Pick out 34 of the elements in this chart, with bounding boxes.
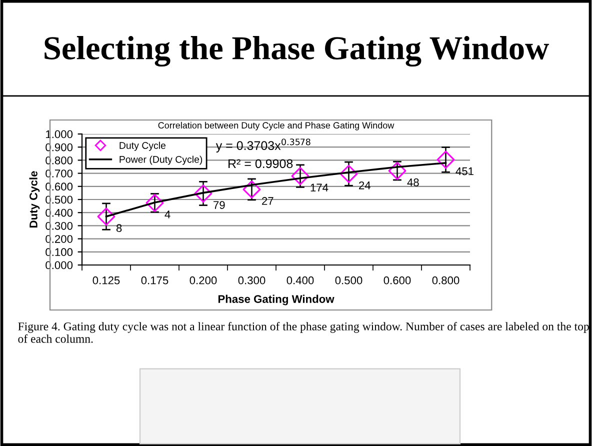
x-tick-label: 0.200 xyxy=(190,276,217,284)
annotation: 451 xyxy=(456,167,474,176)
x-tick-label: 0.800 xyxy=(432,276,460,284)
annotation: 48 xyxy=(407,178,419,186)
annotation: 79 xyxy=(214,201,225,209)
annotation: 8 xyxy=(116,224,122,232)
annotation: y = 0.3703x$^{0.3578}$ xyxy=(216,138,310,152)
annotation: 4 xyxy=(164,210,170,218)
y-axis-title: Duty Cycle xyxy=(29,171,40,228)
point xyxy=(194,184,212,202)
x-tick-label: 0.400 xyxy=(286,276,314,284)
point xyxy=(242,180,261,198)
x-tick-label: 0.600 xyxy=(384,276,411,284)
legend-label: Power (Duty Cycle) xyxy=(120,156,202,165)
x-tick-label: 0.175 xyxy=(141,276,168,284)
x-tick-label: 0.500 xyxy=(335,276,362,284)
x-axis-title: Phase Gating Window xyxy=(218,294,334,306)
annotation: 24 xyxy=(359,181,371,190)
point xyxy=(291,167,310,186)
annotation: 174 xyxy=(310,184,328,192)
x-tick-label: 0.125 xyxy=(92,276,120,284)
point xyxy=(146,194,164,212)
x-tick-label: 0.300 xyxy=(238,276,266,284)
point xyxy=(436,150,455,169)
chart-subtitle: Selecting the Phase Gating Window xyxy=(44,36,549,67)
annotation: 27 xyxy=(262,197,274,205)
point xyxy=(388,162,406,180)
annotation: R² = 0.9908 xyxy=(228,159,293,168)
chart-title: Correlation between Duty Cycle and Phase Gating Window xyxy=(158,122,394,130)
y-tick-label: 1.000 xyxy=(46,130,73,138)
point xyxy=(340,164,358,183)
caption: Figure 4. Gating duty cycle was not a linear function of the phase gating window. Number of cases are labeled on the top of each column. xyxy=(18,322,589,343)
point xyxy=(97,208,116,226)
legend-label: Duty Cycle xyxy=(120,142,166,151)
